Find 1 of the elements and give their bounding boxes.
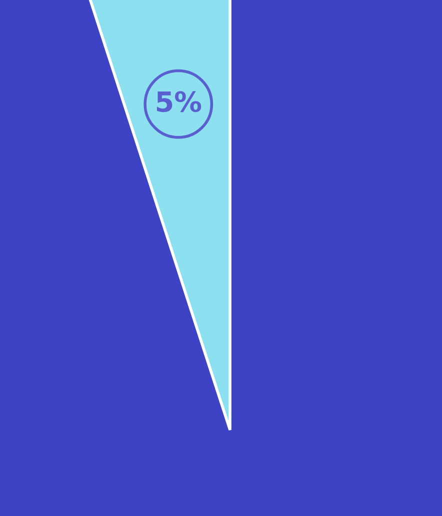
data-label: 5% [156, 91, 202, 112]
